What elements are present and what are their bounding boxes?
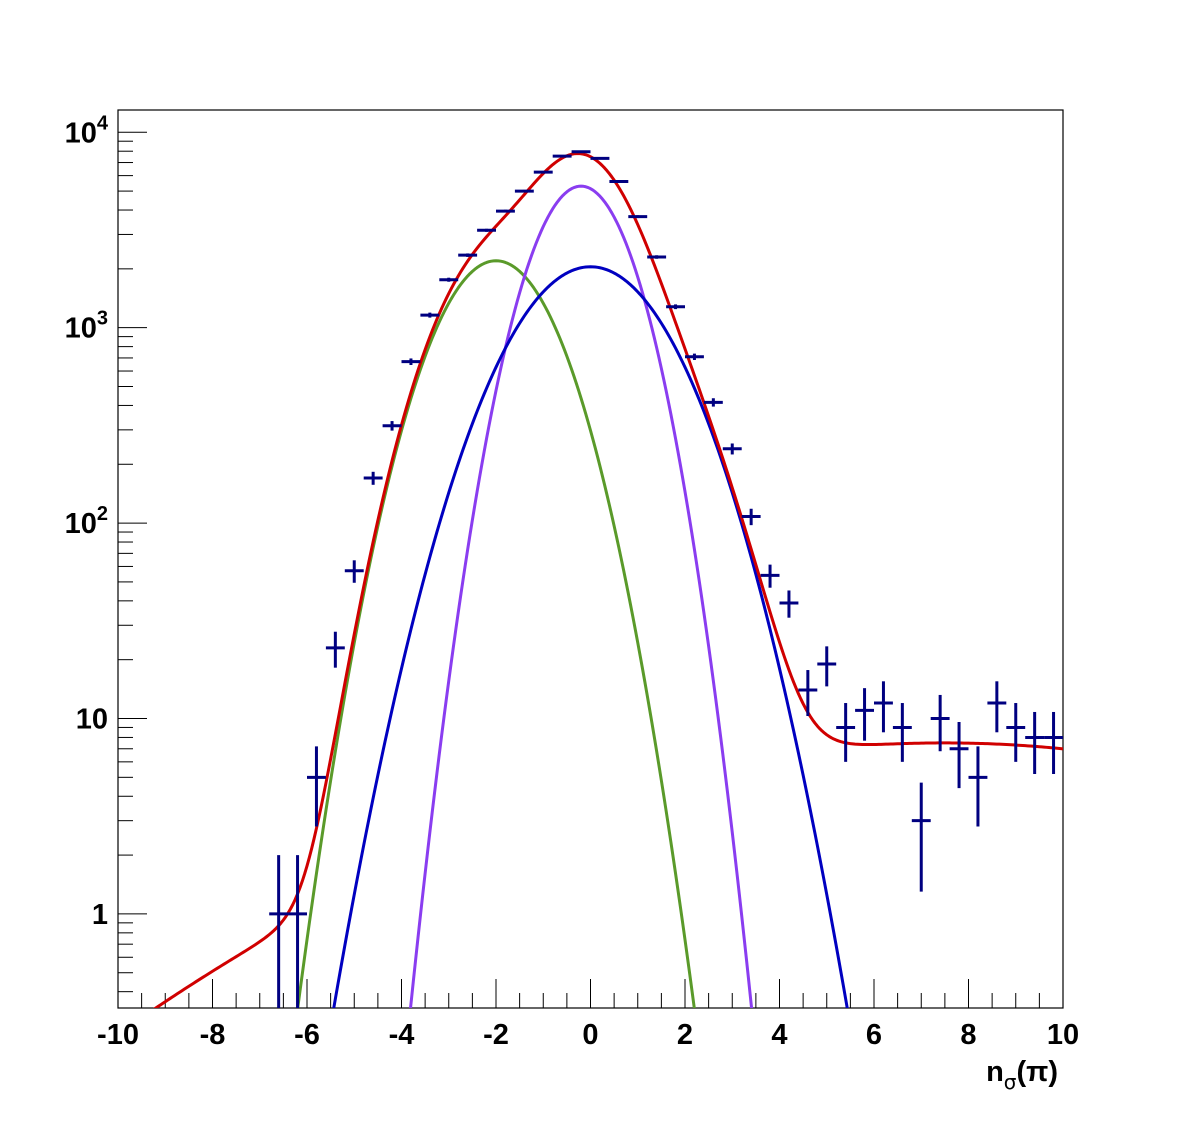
- data-point: [779, 590, 799, 618]
- data-point: [590, 156, 610, 160]
- data-point: [1044, 711, 1063, 774]
- data-point: [344, 560, 364, 583]
- data-point: [855, 688, 874, 741]
- data-point: [496, 209, 515, 213]
- data-point: [666, 304, 685, 310]
- data-point: [741, 508, 761, 526]
- data-point: [288, 855, 307, 1008]
- data-point: [571, 150, 591, 154]
- data-point: [722, 443, 742, 455]
- data-point: [817, 646, 837, 687]
- x-tick-label: 2: [677, 1019, 693, 1051]
- data-point: [968, 746, 988, 827]
- data-point: [514, 189, 534, 193]
- y-tick-label: 10: [76, 704, 108, 736]
- y-tick-labels: 1 10 102 103 104: [65, 112, 109, 931]
- data-point: [760, 564, 780, 588]
- data-points: [269, 150, 1063, 1008]
- x-tick-label: -2: [483, 1019, 509, 1051]
- data-point: [1006, 703, 1026, 762]
- x-tick-labels: -10 -8 -6 -4 -2 0 2 4 6 8 10: [97, 1019, 1079, 1051]
- data-point: [987, 681, 1007, 733]
- y-axis: [118, 131, 147, 993]
- x-tick-label: -4: [389, 1019, 415, 1051]
- data-point: [836, 703, 856, 762]
- data-point: [628, 215, 648, 219]
- x-tick-label: -8: [200, 1019, 226, 1051]
- data-point: [382, 421, 402, 431]
- data-point: [458, 253, 478, 257]
- x-tick-label: 6: [866, 1019, 882, 1051]
- x-tick-label: -6: [294, 1019, 320, 1051]
- data-point: [685, 353, 704, 360]
- data-point: [307, 746, 326, 827]
- fit-curve-2: [409, 184, 754, 1008]
- data-point: [1025, 711, 1045, 774]
- data-point: [401, 358, 421, 366]
- y-tick-label: 102: [65, 503, 108, 540]
- data-point: [552, 154, 572, 158]
- data-point: [798, 670, 818, 716]
- data-point: [703, 398, 723, 407]
- y-tick-label: 104: [65, 112, 109, 149]
- y-tick-label: 1: [92, 899, 108, 931]
- data-point: [911, 782, 931, 892]
- x-tick-label: 0: [582, 1019, 598, 1051]
- data-point: [609, 179, 629, 183]
- y-tick-label: 103: [65, 308, 108, 345]
- x-axis-title: nσ(π): [986, 1056, 1058, 1094]
- data-point: [647, 255, 667, 259]
- x-tick-label: 8: [960, 1019, 976, 1051]
- data-point: [269, 855, 289, 1008]
- fit-curve-4: [153, 152, 1063, 1008]
- fit-curve-1: [296, 259, 696, 1008]
- data-point: [420, 312, 440, 318]
- data-point: [439, 277, 459, 282]
- x-tick-label: 10: [1047, 1019, 1079, 1051]
- data-point: [533, 170, 553, 174]
- x-tick-label: 4: [771, 1019, 787, 1051]
- data-point: [477, 228, 496, 232]
- data-point: [874, 681, 893, 733]
- data-point: [325, 631, 345, 668]
- x-tick-label: -10: [97, 1019, 139, 1051]
- fit-curves: [153, 152, 1063, 1008]
- data-point: [949, 721, 969, 789]
- data-point: [363, 471, 383, 485]
- data-point: [930, 694, 950, 752]
- x-axis: [117, 979, 1064, 1008]
- fit-curve-3: [332, 265, 849, 1008]
- data-point: [892, 703, 912, 762]
